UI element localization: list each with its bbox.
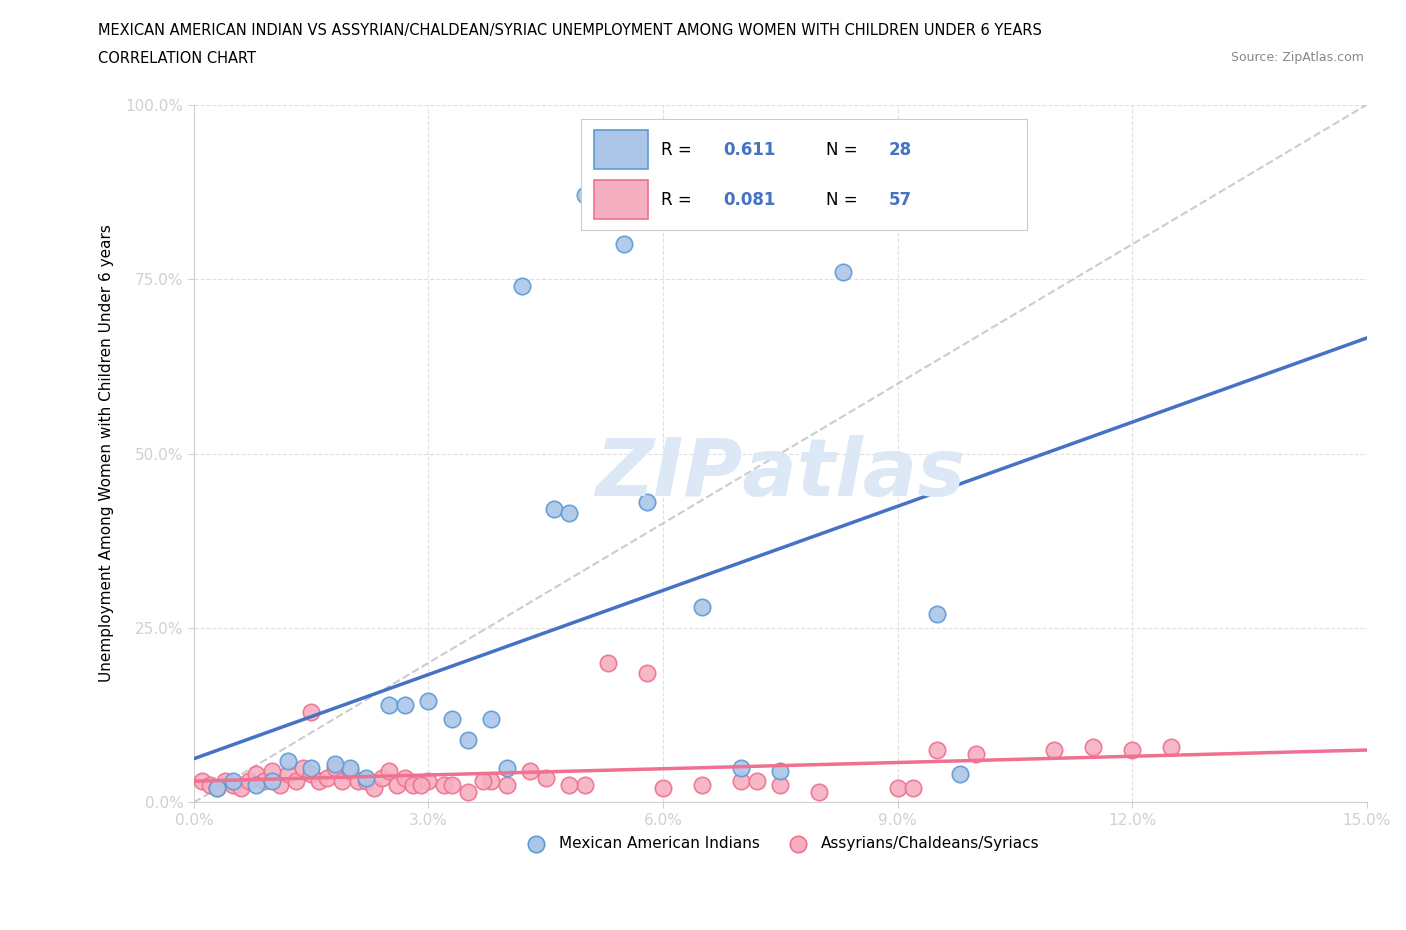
Point (378, 764, 401, 778)
Point (402, 777, 425, 792)
Point (433, 777, 456, 792)
Point (598, 656, 620, 671)
Point (262, 764, 284, 778)
Point (519, 764, 541, 778)
Point (207, 781, 229, 796)
Point (222, 777, 245, 792)
Point (510, 279, 533, 294)
Point (965, 746, 987, 761)
Point (308, 774, 330, 789)
Point (332, 774, 354, 789)
Point (574, 188, 596, 203)
Point (238, 774, 260, 789)
Point (339, 760, 361, 775)
Text: CORRELATION CHART: CORRELATION CHART (98, 51, 256, 66)
Point (339, 764, 361, 778)
Point (574, 777, 596, 792)
Point (636, 495, 658, 510)
Point (222, 774, 245, 789)
Y-axis label: Unemployment Among Women with Children Under 6 years: Unemployment Among Women with Children U… (100, 225, 114, 683)
Point (440, 777, 463, 792)
Point (903, 781, 925, 796)
Point (198, 777, 221, 792)
Point (457, 785, 479, 800)
Point (262, 774, 284, 789)
Point (299, 767, 322, 782)
Point (534, 771, 557, 786)
Point (378, 698, 401, 712)
Point (385, 777, 408, 792)
Point (949, 767, 972, 782)
Point (495, 777, 517, 792)
Point (652, 781, 675, 796)
Text: ZIP​atlas: ZIP​atlas (595, 435, 966, 513)
Point (363, 781, 385, 796)
Point (925, 606, 948, 621)
Point (354, 771, 377, 786)
Point (769, 777, 792, 792)
Point (558, 777, 581, 792)
Text: Source: ZipAtlas.com: Source: ZipAtlas.com (1230, 51, 1364, 64)
Point (253, 774, 276, 789)
Point (269, 777, 291, 792)
Point (730, 774, 752, 789)
Point (292, 760, 315, 775)
Point (1043, 743, 1066, 758)
Point (543, 502, 565, 517)
Point (1081, 739, 1104, 754)
Point (479, 774, 502, 789)
Point (190, 774, 212, 789)
Point (636, 666, 658, 681)
Point (284, 774, 307, 789)
Point (299, 760, 322, 775)
Point (745, 774, 768, 789)
Legend: Mexican American Indians, Assyrians/Chaldeans/Syriacs: Mexican American Indians, Assyrians/Chal… (515, 830, 1046, 857)
Point (730, 760, 752, 775)
Point (690, 777, 713, 792)
Point (690, 600, 713, 615)
Point (370, 771, 392, 786)
Point (229, 781, 252, 796)
Point (323, 760, 346, 775)
Point (457, 732, 479, 747)
Point (394, 698, 416, 712)
Point (277, 753, 299, 768)
Point (418, 774, 440, 789)
Point (808, 785, 831, 800)
Point (214, 774, 236, 789)
Point (277, 767, 299, 782)
Point (472, 774, 495, 789)
Point (886, 781, 908, 796)
Point (245, 777, 267, 792)
Point (832, 265, 855, 280)
Point (1121, 743, 1143, 758)
Point (299, 704, 322, 719)
Point (613, 237, 636, 252)
Point (409, 777, 432, 792)
Point (769, 764, 792, 778)
Point (1160, 739, 1182, 754)
Point (479, 711, 502, 726)
Point (440, 711, 463, 726)
Point (354, 774, 377, 789)
Point (347, 774, 370, 789)
Point (925, 743, 948, 758)
Point (495, 760, 517, 775)
Point (245, 767, 267, 782)
Text: MEXICAN AMERICAN INDIAN VS ASSYRIAN/CHALDEAN/SYRIAC UNEMPLOYMENT AMONG WOMEN WIT: MEXICAN AMERICAN INDIAN VS ASSYRIAN/CHAL… (98, 23, 1042, 38)
Point (207, 781, 229, 796)
Point (394, 771, 416, 786)
Point (315, 771, 337, 786)
Point (323, 757, 346, 772)
Point (418, 694, 440, 709)
Point (558, 505, 581, 520)
